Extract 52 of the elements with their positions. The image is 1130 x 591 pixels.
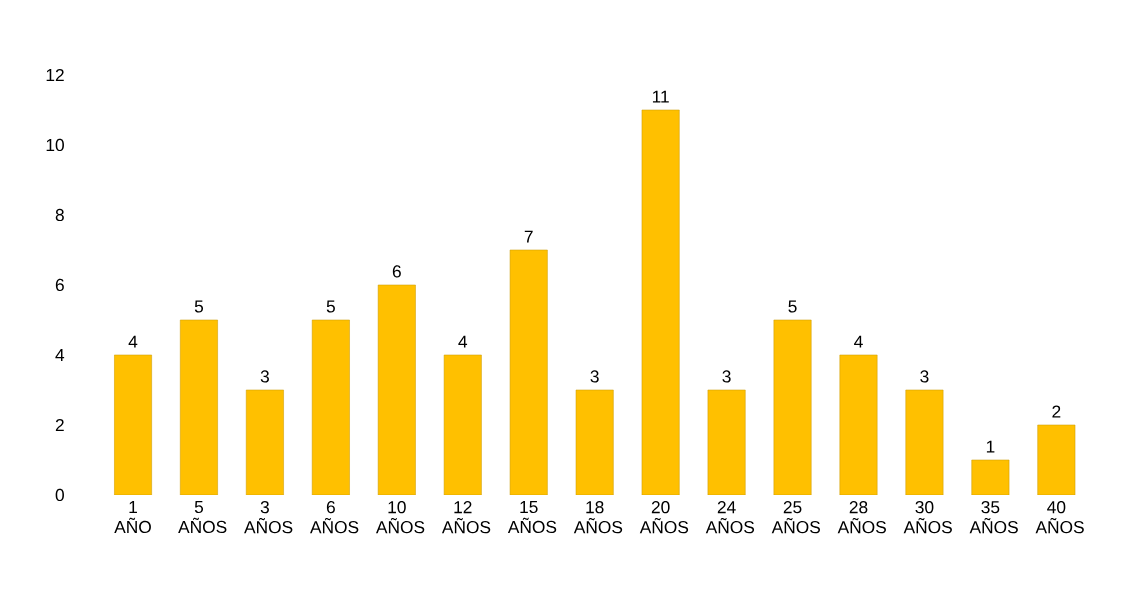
data-label: 1 [986,440,995,453]
bar [971,459,1010,495]
bar [707,389,746,495]
bar [641,109,680,495]
x-tick-label: 35 AÑOS [969,501,1018,534]
bar [246,389,284,495]
data-label: 2 [1052,405,1061,418]
x-tick-label: 15 AÑOS [507,501,557,534]
x-tick-label: 6 AÑOS [310,501,359,534]
y-tick-label: 6 [55,278,64,292]
data-label: 3 [260,370,269,383]
y-tick-label: 8 [55,208,64,222]
data-label: 4 [458,335,468,348]
x-tick-label: 30 AÑOS [903,501,952,534]
data-label: 5 [194,300,204,313]
x-tick-label: 12 AÑOS [441,501,491,534]
bar [905,389,944,495]
bar [773,319,812,495]
bar [312,319,350,495]
x-tick-label: 40 AÑOS [1035,501,1084,534]
bar [444,354,482,495]
data-label: 7 [524,230,533,243]
x-tick-label: 25 AÑOS [771,501,820,534]
bar [180,319,218,495]
data-label: 11 [652,90,669,103]
data-label: 4 [854,335,863,348]
x-tick-label: 28 AÑOS [837,501,886,534]
data-label: 4 [128,335,138,348]
y-tick-label: 10 [46,138,64,152]
x-tick-label: 1 AÑO [114,501,151,534]
bar [378,284,416,495]
x-tick-label: 24 AÑOS [705,501,755,534]
data-label: 5 [326,300,335,313]
x-tick-label: 20 AÑOS [639,501,689,534]
data-label: 3 [590,370,599,383]
bar [839,354,878,495]
y-tick-label: 2 [55,418,64,432]
bar [510,249,548,495]
y-tick-label: 4 [55,349,65,361]
bar [114,354,152,495]
data-label: 3 [722,370,731,383]
x-tick-label: 18 AÑOS [573,501,623,534]
data-label: 5 [788,300,797,313]
x-tick-label: 5 AÑOS [178,501,227,534]
data-label: 3 [920,370,929,383]
bar [576,389,614,495]
x-tick-label: 3 AÑOS [244,501,293,534]
bar [1037,424,1076,495]
x-tick-label: 10 AÑOS [375,501,425,534]
y-tick-label: 12 [46,68,64,82]
data-label: 6 [392,265,401,278]
y-tick-label: 0 [55,488,64,502]
